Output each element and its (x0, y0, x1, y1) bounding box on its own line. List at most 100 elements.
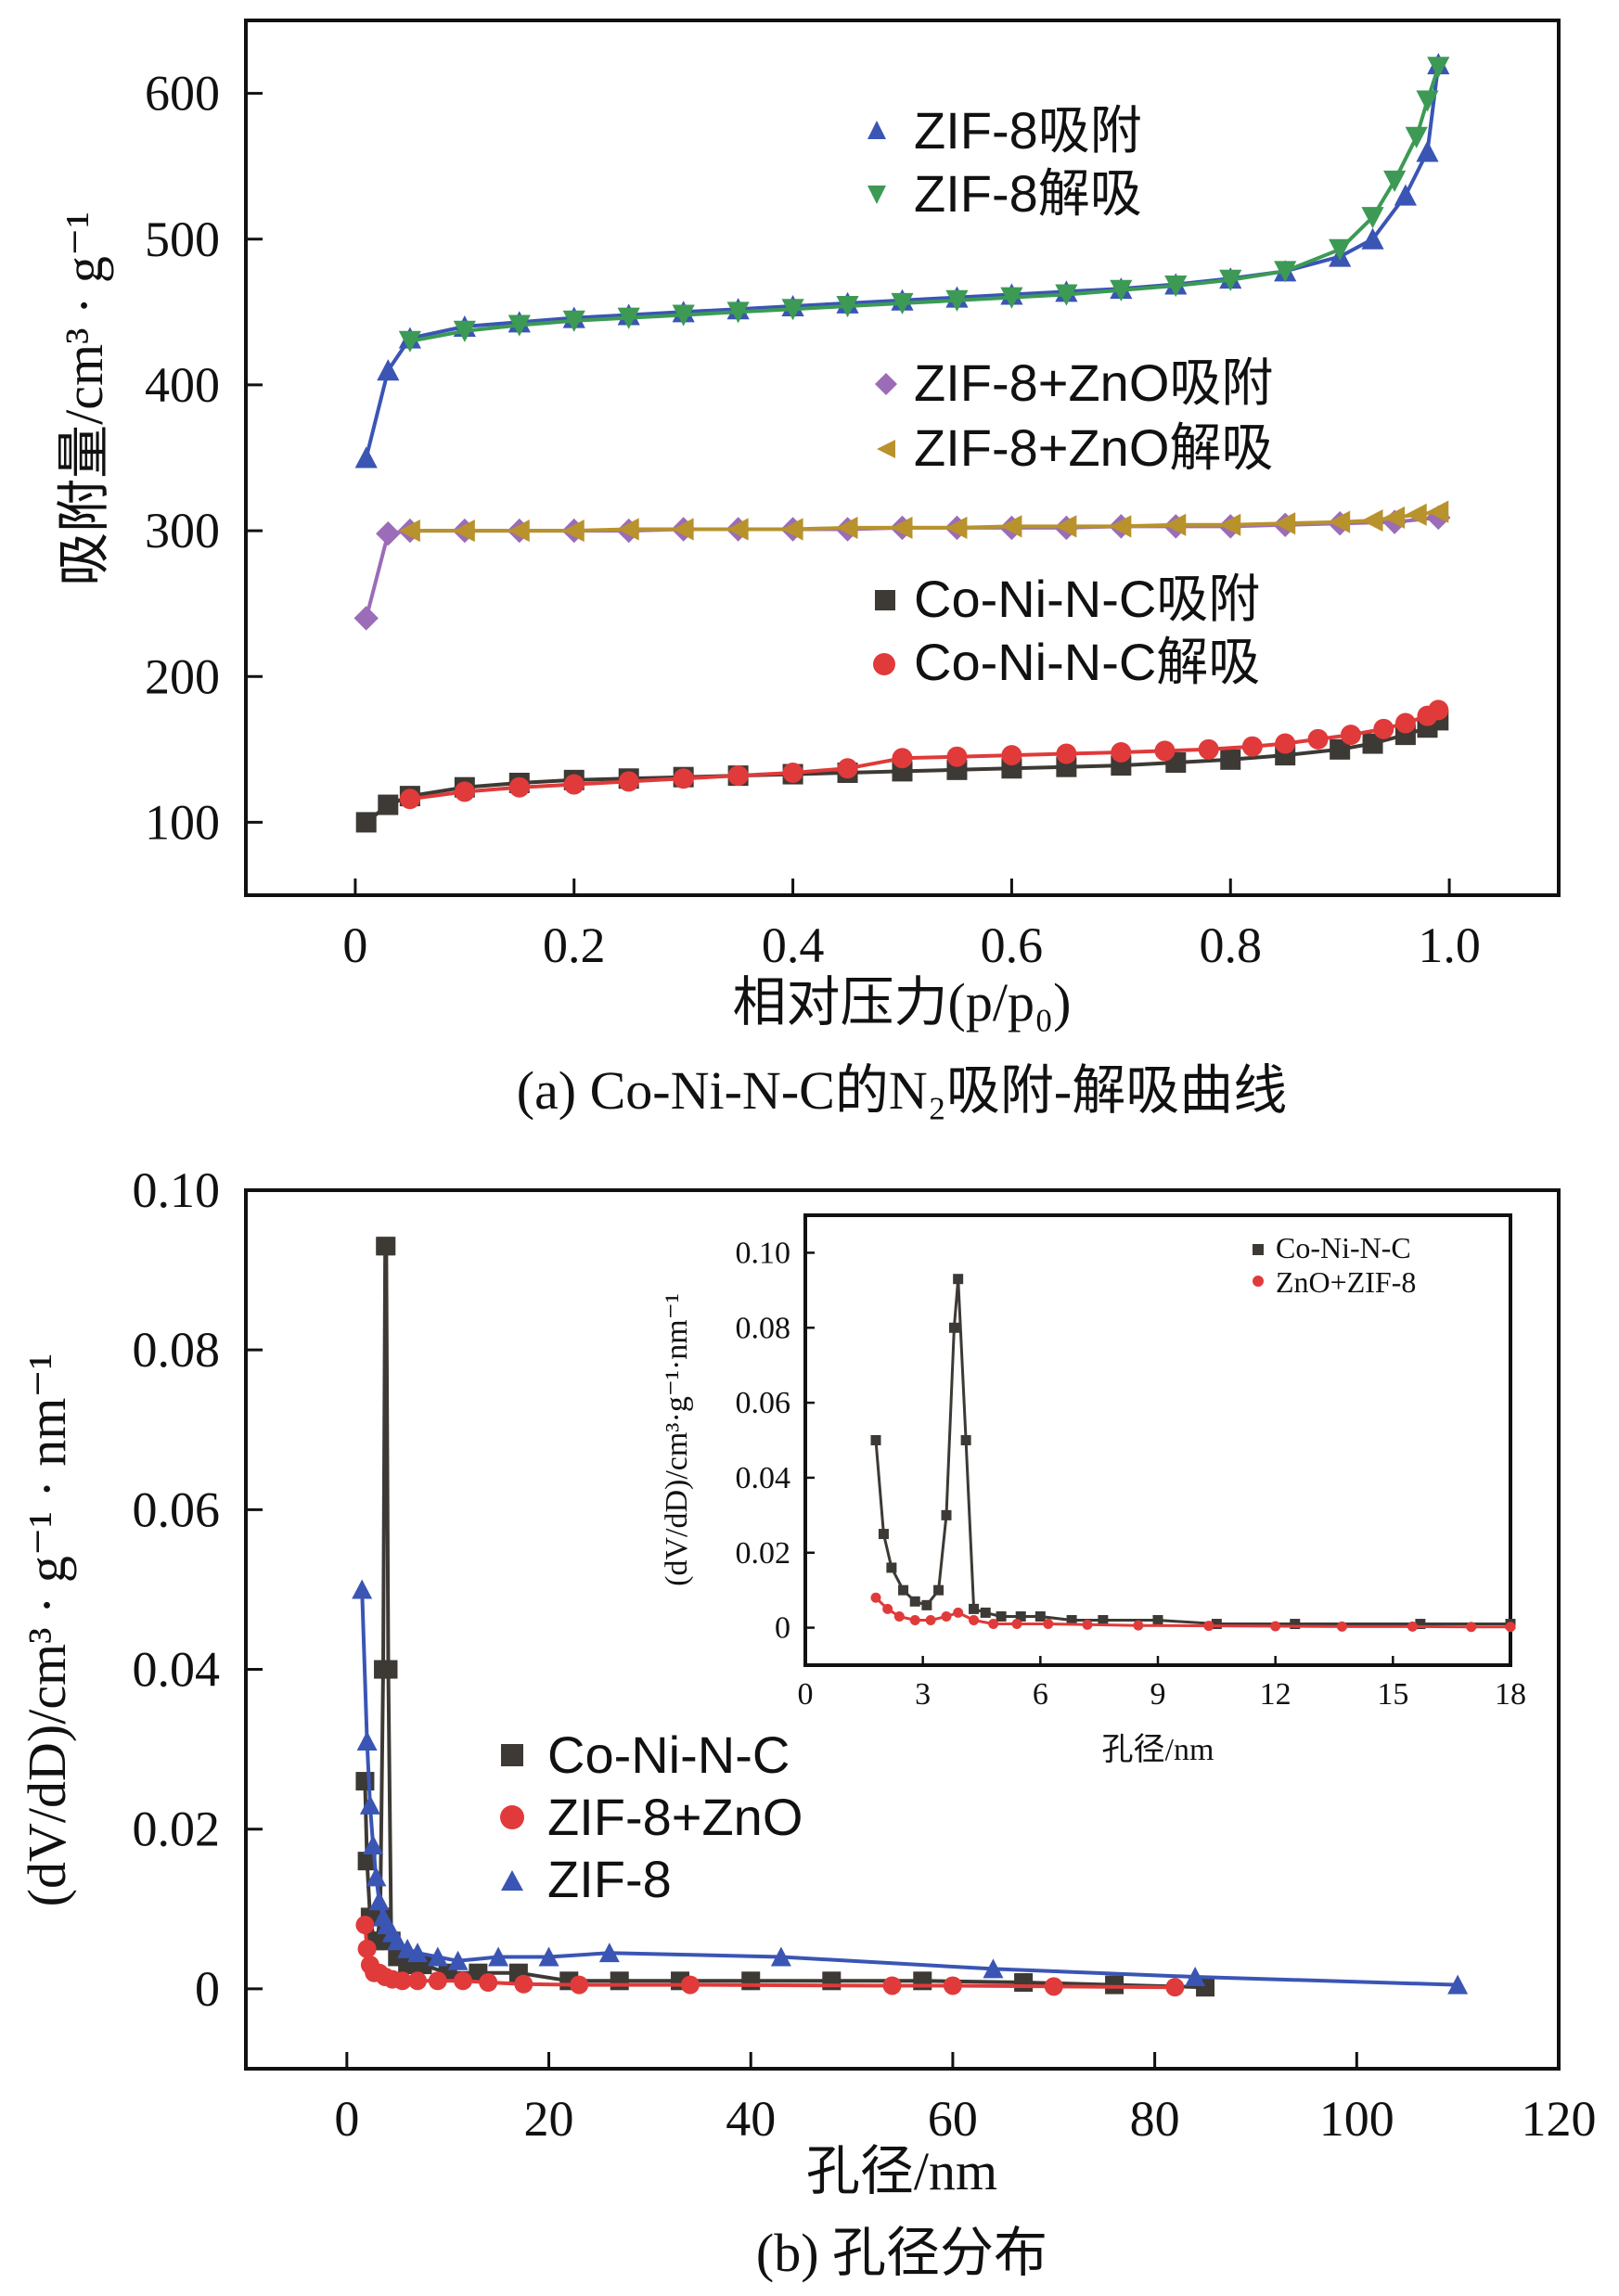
panel-a-x-tick-label: 0.6 (981, 917, 1044, 973)
panel-a-series-co-ni-n-c-desorption (399, 699, 1449, 810)
panel-a-point-co-ni-n-c-desorption (508, 776, 530, 798)
panel-a-point-co-ni-n-c-desorption (1056, 743, 1077, 764)
legend-label-zif8zno-adsorption: ZIF-8+ZnO吸附 (914, 353, 1273, 412)
panel-a-line-zif-8-adsorption (364, 63, 1441, 458)
inset-point-zno-zif-8 (1082, 1619, 1093, 1630)
panel-b-point-zif-8-zno (454, 1971, 473, 1991)
panel-a-series-co-ni-n-c-adsorption (355, 710, 1449, 833)
legend-zif8zno-desorption: ZIF-8+ZnO解吸 (877, 418, 1273, 477)
panel-b-y-tick-label: 0 (195, 1961, 220, 2017)
panel-b-point-zif-8 (407, 1943, 429, 1963)
panel-b-point-co-ni-n-c (355, 1772, 375, 1791)
legend-conic-adsorption: Co-Ni-N-C吸附 (875, 570, 1260, 628)
inset-series-zno-zif-8 (870, 1592, 1516, 1633)
inset-x-tick-label: 3 (915, 1677, 931, 1712)
panel-a-point-co-ni-n-c-desorption (1241, 736, 1263, 757)
panel-b-x-tick-label: 40 (726, 2091, 776, 2147)
inset-point-co-ni-n-c (969, 1603, 980, 1614)
legend-conic-desorption: Co-Ni-N-C解吸 (873, 633, 1260, 691)
inset-point-co-ni-n-c (1015, 1610, 1026, 1622)
panel-a-point-zif-8-zno-desorption (1164, 513, 1187, 536)
panel-b-point-zif-8-zno (355, 1916, 375, 1935)
panel-a-x-tick-label: 0.8 (1200, 917, 1263, 973)
panel-a-point-co-ni-n-c-desorption (946, 746, 968, 767)
legend-b-zif8zno: ZIF-8+ZnO (500, 1788, 803, 1846)
inset-point-co-ni-n-c (953, 1274, 964, 1285)
panel-b-point-zif-8 (359, 1794, 380, 1815)
inset-point-co-ni-n-c (886, 1562, 897, 1573)
inset-point-co-ni-n-c (1066, 1615, 1077, 1625)
inset-legend-label-znozif8: ZnO+ZIF-8 (1276, 1265, 1416, 1299)
panel-b-point-zif-8-zno (479, 1973, 498, 1993)
panel-b-point-zif-8 (363, 1834, 384, 1854)
panel-a-x-tick-label: 0 (342, 917, 367, 973)
inset-point-zno-zif-8 (1133, 1620, 1144, 1631)
panel-b-y-tick-label: 0.06 (133, 1481, 221, 1537)
panel-b-legend: Co-Ni-N-C ZIF-8+ZnO ZIF-8 (500, 1725, 803, 1908)
inset-legend-marker-znozif8 (1253, 1276, 1264, 1287)
panel-a-y-tick-label: 500 (145, 212, 220, 267)
panel-a-series-zif-8-adsorption (354, 53, 1450, 468)
panel-b-plot-frame (244, 1188, 1561, 2071)
inset-point-zno-zif-8 (1203, 1621, 1214, 1632)
panel-b-point-zif-8-zno (1165, 1978, 1185, 1997)
inset-x-tick-label: 18 (1495, 1677, 1526, 1712)
panel-a-y-axis-label: 吸附量/cm³ · g⁻¹ (54, 212, 114, 586)
panel-a-point-zif-8-desorption (1383, 170, 1407, 192)
panel-a-point-zif-8-zno-desorption (1427, 500, 1449, 523)
panel-b-y-axis-label: (dV/dD)/cm³ · g⁻¹ · nm⁻¹ (17, 1353, 77, 1907)
inset-point-co-ni-n-c (1098, 1615, 1109, 1625)
panel-a-axes: 0 0.2 0.4 0.6 0.8 1.0 100 200 300 400 500 600 (145, 66, 1481, 973)
legend-marker-zif8-adsorption (867, 121, 886, 139)
panel-a-point-co-ni-n-c-desorption (1198, 738, 1219, 760)
panel-a-point-zif-8-zno-desorption (453, 519, 475, 543)
panel-a-point-zif-8-zno-desorption (781, 518, 803, 541)
inset-x-tick-label: 15 (1377, 1677, 1408, 1712)
legend-b-label-zif8: ZIF-8 (547, 1850, 672, 1908)
panel-b-series-zif-8 (352, 1579, 1469, 1995)
inset-legend-marker-conic (1253, 1244, 1264, 1255)
panel-a-point-zif-8-zno-desorption (1055, 515, 1077, 538)
inset-point-zno-zif-8 (1270, 1621, 1281, 1632)
panel-b-point-zif-8-zno (392, 1971, 412, 1991)
inset-y-tick-label: 0.08 (736, 1311, 791, 1345)
panel-b-series-zif-8-zno (355, 1916, 1185, 1997)
panel-b-series (352, 1237, 1469, 1997)
panel-a-chart: 0 0.2 0.4 0.6 0.8 1.0 100 200 300 400 500 600 ZIF-8… (54, 19, 1561, 1121)
panel-a-point-zif-8-zno-desorption (672, 518, 694, 541)
panel-b-y-tick-label: 0.08 (133, 1322, 221, 1378)
inset-series (870, 1274, 1516, 1633)
panel-a-point-zif-8-desorption (1329, 238, 1352, 261)
panel-a-point-zif-8-desorption (891, 292, 914, 315)
panel-a-point-zif-8-desorption (836, 296, 859, 318)
panel-a-point-zif-8-zno-desorption (836, 516, 858, 540)
panel-a-point-co-ni-n-c-desorption (563, 774, 585, 795)
inset-plot-frame (803, 1213, 1512, 1667)
panel-a-x-tick-label: 1.0 (1418, 917, 1481, 973)
inset-point-zno-zif-8 (1466, 1622, 1477, 1633)
inset-point-zno-zif-8 (909, 1615, 920, 1625)
inset-y-tick-label: 0.10 (736, 1236, 791, 1270)
panel-b-point-zif-8 (368, 1891, 390, 1911)
panel-b-x-tick-label: 80 (1130, 2091, 1180, 2147)
panel-b-point-zif-8 (488, 1946, 509, 1967)
panel-a-point-co-ni-n-c-adsorption (355, 812, 377, 833)
panel-a-point-zif-8-zno-desorption (1274, 512, 1296, 535)
panel-a-point-zif-8-desorption (1416, 90, 1439, 112)
panel-a-point-zif-8-desorption (562, 310, 585, 332)
panel-a-point-zif-8-zno-desorption (1361, 508, 1383, 532)
panel-b-y-tick-label: 0.04 (133, 1642, 221, 1698)
legend-marker-zif8zno-adsorption (875, 373, 897, 395)
legend-label-conic-desorption: Co-Ni-N-C解吸 (914, 633, 1260, 691)
inset-point-zno-zif-8 (882, 1603, 893, 1614)
panel-b-point-zif-8-zno (882, 1976, 902, 1995)
inset-point-co-ni-n-c (1290, 1619, 1301, 1630)
inset-y-tick-label: 0 (775, 1611, 790, 1646)
inset-point-zno-zif-8 (1011, 1619, 1022, 1630)
inset-point-zno-zif-8 (953, 1607, 964, 1618)
panel-b-point-zif-8-zno (357, 1939, 377, 1958)
inset-point-zno-zif-8 (1505, 1622, 1516, 1633)
legend-zif8zno-adsorption: ZIF-8+ZnO吸附 (875, 353, 1273, 412)
panel-b-point-co-ni-n-c (1105, 1975, 1124, 1995)
panel-a-point-zif-8-desorption (726, 301, 750, 324)
